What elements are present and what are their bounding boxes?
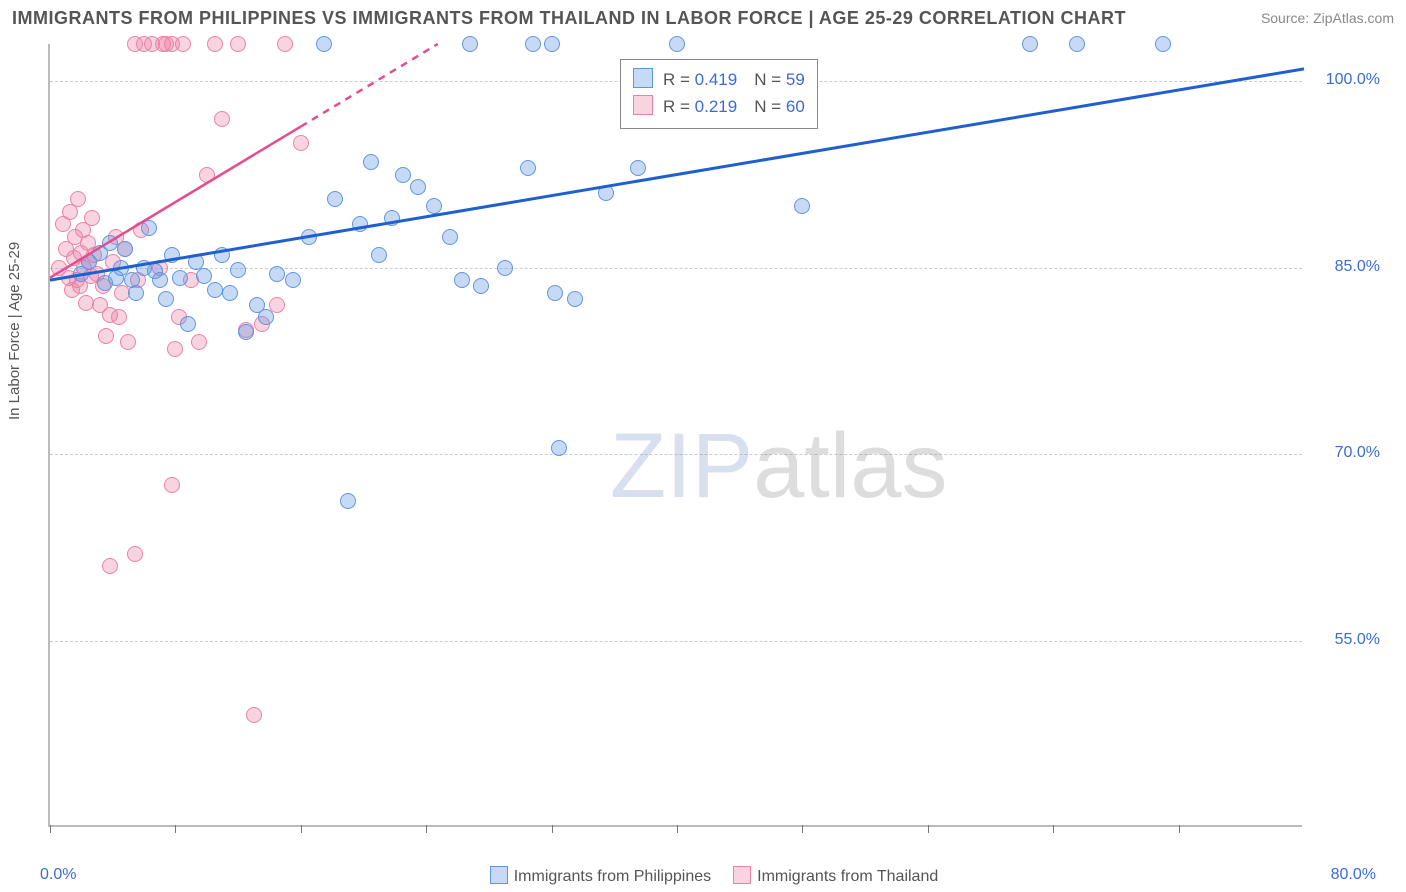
data-point-philippines [442,229,458,245]
data-point-philippines [117,241,133,257]
data-point-thailand [111,309,127,325]
data-point-thailand [120,334,136,350]
legend-label-thailand: Immigrants from Thailand [757,868,938,885]
legend-label-philippines: Immigrants from Philippines [514,868,711,885]
data-point-philippines [102,235,118,251]
x-tick [802,825,803,833]
y-tick-label: 55.0% [1310,631,1380,649]
data-point-philippines [544,36,560,52]
legend-swatch-thailand [733,866,751,884]
stats-row-thailand: R = 0.219 N = 60 [633,93,805,120]
y-tick-label: 70.0% [1310,444,1380,462]
x-tick [426,825,427,833]
data-point-philippines [164,247,180,263]
x-tick [1053,825,1054,833]
x-tick [928,825,929,833]
source-label: Source: ZipAtlas.com [1261,10,1394,26]
chart-title: IMMIGRANTS FROM PHILIPPINES VS IMMIGRANT… [12,8,1126,28]
data-point-philippines [1022,36,1038,52]
data-point-philippines [188,254,204,270]
gridline [50,641,1302,642]
data-point-thailand [277,36,293,52]
data-point-philippines [497,260,513,276]
data-point-philippines [426,198,442,214]
legend-swatch-philippines [490,866,508,884]
data-point-philippines [371,247,387,263]
data-point-philippines [238,324,254,340]
y-tick-label: 85.0% [1310,258,1380,276]
data-point-philippines [567,291,583,307]
data-point-thailand [246,707,262,723]
plot-area: ZIPatlas R = 0.419 N = 59R = 0.219 N = 6… [48,44,1302,827]
data-point-philippines [547,285,563,301]
data-point-philippines [316,36,332,52]
data-point-philippines [158,291,174,307]
data-point-philippines [152,272,168,288]
data-point-philippines [1069,36,1085,52]
data-point-thailand [207,36,223,52]
data-point-philippines [327,191,343,207]
data-point-thailand [84,210,100,226]
data-point-philippines [384,210,400,226]
data-point-philippines [598,185,614,201]
x-tick [50,825,51,833]
data-point-philippines [630,160,646,176]
data-point-thailand [102,558,118,574]
data-point-philippines [340,493,356,509]
y-axis-title: In Labor Force | Age 25-29 [6,242,23,420]
data-point-philippines [214,247,230,263]
x-tick [677,825,678,833]
data-point-thailand [70,191,86,207]
gridline [50,454,1302,455]
data-point-philippines [141,220,157,236]
data-point-philippines [395,167,411,183]
data-point-thailand [98,328,114,344]
data-point-thailand [175,36,191,52]
data-point-philippines [222,285,238,301]
data-point-philippines [462,36,478,52]
data-point-philippines [285,272,301,288]
data-point-philippines [269,266,285,282]
data-point-philippines [128,285,144,301]
stats-row-philippines: R = 0.419 N = 59 [633,66,805,93]
data-point-philippines [525,36,541,52]
data-point-philippines [794,198,810,214]
stats-box: R = 0.419 N = 59R = 0.219 N = 60 [620,59,818,129]
data-point-philippines [520,160,536,176]
data-point-philippines [196,268,212,284]
data-point-thailand [230,36,246,52]
data-point-philippines [258,309,274,325]
data-point-thailand [199,167,215,183]
data-point-thailand [164,477,180,493]
data-point-philippines [363,154,379,170]
data-point-philippines [230,262,246,278]
data-point-philippines [669,36,685,52]
data-point-thailand [191,334,207,350]
x-tick [301,825,302,833]
data-point-philippines [172,270,188,286]
data-point-philippines [1155,36,1171,52]
data-point-philippines [180,316,196,332]
legend: Immigrants from Philippines Immigrants fr… [0,866,1406,886]
data-point-philippines [301,229,317,245]
x-tick [1179,825,1180,833]
data-point-thailand [293,135,309,151]
y-tick-label: 100.0% [1310,71,1380,89]
data-point-philippines [410,179,426,195]
data-point-thailand [167,341,183,357]
x-tick [552,825,553,833]
data-point-philippines [473,278,489,294]
data-point-philippines [207,282,223,298]
data-point-philippines [352,216,368,232]
data-point-thailand [127,546,143,562]
data-point-thailand [214,111,230,127]
x-tick [175,825,176,833]
data-point-philippines [454,272,470,288]
